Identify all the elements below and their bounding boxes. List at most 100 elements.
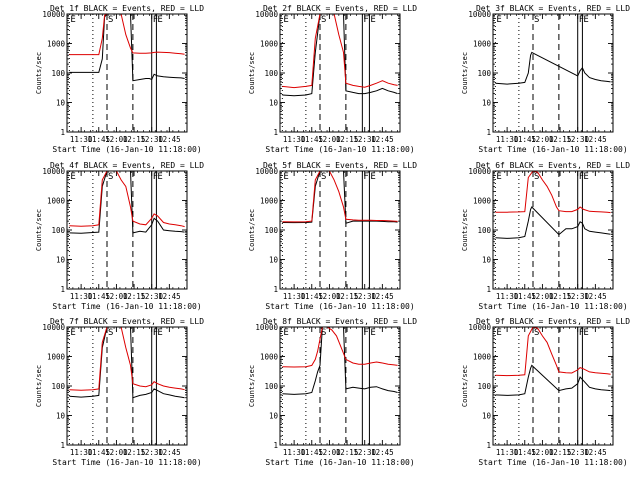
x-tick-label: 12:30 — [566, 292, 589, 301]
red-series-line — [282, 327, 398, 368]
y-tick-label: 1000 — [473, 40, 492, 49]
y-tick-label: 10000 — [42, 10, 65, 19]
event-marker-label: F — [363, 172, 368, 182]
y-tick-label: 10000 — [255, 10, 278, 19]
event-marker-label: F — [153, 15, 158, 25]
x-tick-label: 12:15 — [549, 135, 572, 144]
x-tick-label: 12:30 — [140, 135, 163, 144]
x-axis-label: Start Time (16-Jan-10 11:18:00) — [478, 302, 627, 311]
y-tick-label: 100 — [477, 69, 491, 78]
y-tick-label: 1000 — [260, 40, 279, 49]
x-axis-label: Start Time (16-Jan-10 11:18:00) — [265, 145, 414, 154]
y-tick-label: 1000 — [473, 197, 492, 206]
event-marker-label: S — [534, 15, 539, 25]
x-tick-label: 12:30 — [140, 292, 163, 301]
detector-panel-3: Det 3f BLACK = Events, RED = LLD 1 10 100 10… — [461, 4, 630, 154]
y-axis-label: Counts/sec — [461, 52, 469, 94]
panel-title: Det 1f BLACK = Events, RED = LLD — [50, 4, 204, 13]
plot-frame — [279, 170, 401, 290]
x-tick-label: 12:45 — [371, 448, 394, 457]
x-tick-label: 12:15 — [123, 448, 146, 457]
black-series-line — [282, 327, 398, 395]
y-tick-label: 1 — [273, 441, 278, 450]
event-marker-label: S — [321, 328, 326, 338]
panel-title: Det 4f BLACK = Events, RED = LLD — [50, 161, 204, 170]
x-tick-label: 12:15 — [336, 135, 359, 144]
event-marker-label: F — [363, 328, 368, 338]
y-tick-label: 100 — [264, 382, 278, 391]
y-axis-label: Counts/sec — [35, 209, 43, 251]
x-tick-label: 12:00 — [105, 448, 128, 457]
x-tick-label: 12:00 — [531, 292, 554, 301]
x-tick-label: 12:45 — [584, 448, 607, 457]
event-marker-label: E — [70, 328, 75, 338]
x-tick-label: 11:45 — [513, 135, 536, 144]
y-tick-label: 10000 — [42, 323, 65, 332]
series-group — [69, 171, 185, 234]
x-tick-label: 12:15 — [549, 292, 572, 301]
event-marker-label: S — [534, 172, 539, 182]
x-axis-label: Start Time (16-Jan-10 11:18:00) — [265, 458, 414, 467]
x-tick-label: 12:30 — [566, 135, 589, 144]
series-group — [495, 327, 611, 396]
y-tick-label: 100 — [264, 69, 278, 78]
black-series-line — [282, 14, 398, 97]
event-marker-label: F — [153, 328, 158, 338]
x-tick-label: 12:15 — [123, 292, 146, 301]
y-axis-label: Counts/sec — [248, 365, 256, 407]
black-series-line — [495, 364, 611, 396]
plot-frame — [279, 326, 401, 446]
x-tick-label: 11:30 — [283, 135, 306, 144]
event-marker-label: E — [370, 328, 375, 338]
x-tick-label: 12:45 — [584, 135, 607, 144]
panel-title: Det 8f BLACK = Events, RED = LLD — [263, 317, 417, 326]
y-tick-label: 10 — [269, 412, 279, 421]
y-tick-label: 10000 — [255, 167, 278, 176]
x-tick-label: 12:30 — [353, 292, 376, 301]
event-marker-label: F — [363, 15, 368, 25]
y-tick-label: 1000 — [47, 197, 66, 206]
y-tick-label: 10 — [56, 412, 66, 421]
series-group — [495, 51, 611, 85]
event-marker-label: S — [108, 15, 113, 25]
x-tick-label: 11:45 — [513, 292, 536, 301]
event-marker-label: S — [534, 328, 539, 338]
black-series-line — [495, 206, 611, 239]
event-marker-label: E — [157, 328, 162, 338]
event-marker-label: E — [496, 15, 501, 25]
x-tick-label: 12:00 — [318, 292, 341, 301]
red-series-line — [495, 327, 611, 377]
event-marker-label: E — [283, 172, 288, 182]
y-tick-label: 1 — [273, 128, 278, 137]
detector-panel-8: Det 8f BLACK = Events, RED = LLD 1 10 100 10… — [248, 317, 417, 467]
detector-panel-4: Det 4f BLACK = Events, RED = LLD 1 10 100 10… — [35, 161, 204, 311]
x-tick-label: 11:45 — [300, 135, 323, 144]
y-tick-label: 100 — [477, 226, 491, 235]
detector-panel-5: Det 5f BLACK = Events, RED = LLD 1 10 100 10… — [248, 161, 417, 311]
event-marker-label: E — [283, 15, 288, 25]
series-group — [282, 327, 398, 395]
y-tick-label: 100 — [51, 382, 65, 391]
event-marker-label: E — [70, 15, 75, 25]
y-tick-label: 10000 — [255, 323, 278, 332]
y-tick-label: 1 — [60, 128, 65, 137]
series-group — [495, 171, 611, 239]
event-marker-label: E — [583, 328, 588, 338]
y-tick-label: 100 — [51, 226, 65, 235]
y-tick-label: 10000 — [468, 167, 491, 176]
series-group — [69, 327, 185, 399]
series-group — [282, 14, 398, 97]
event-marker-label: E — [583, 15, 588, 25]
x-tick-label: 12:45 — [371, 135, 394, 144]
detector-panel-7: Det 7f BLACK = Events, RED = LLD 1 10 100 10… — [35, 317, 204, 467]
y-tick-label: 100 — [477, 382, 491, 391]
plot-frame — [66, 170, 188, 290]
event-marker-label: F — [579, 15, 584, 25]
event-marker-label: E — [370, 172, 375, 182]
y-axis-label: Counts/sec — [461, 365, 469, 407]
panel-title: Det 3f BLACK = Events, RED = LLD — [476, 4, 630, 13]
event-marker-label: S — [321, 15, 326, 25]
event-marker-label: E — [496, 172, 501, 182]
plot-frame — [492, 326, 614, 446]
